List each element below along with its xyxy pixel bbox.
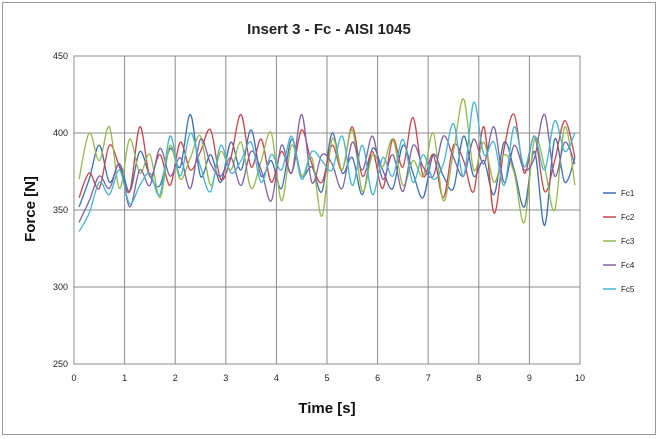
series-line-fc5 — [78, 101, 576, 232]
x-axis-ticks: 0 1 2 3 4 5 6 7 8 9 10 — [71, 373, 585, 383]
series-lines — [78, 98, 576, 232]
x-tick-label: 8 — [476, 373, 481, 383]
x-tick-label: 6 — [375, 373, 380, 383]
legend-label-fc2: Fc2 — [621, 213, 635, 222]
plot-area — [73, 55, 581, 365]
y-tick-label: 350 — [53, 205, 68, 215]
x-tick-label: 10 — [575, 373, 585, 383]
y-axis-title: Force [N] — [22, 176, 39, 242]
x-tick-label: 4 — [274, 373, 279, 383]
y-tick-label: 300 — [53, 282, 68, 292]
series-line-fc1 — [78, 113, 576, 227]
x-tick-label: 1 — [122, 373, 127, 383]
series-line-fc4 — [78, 113, 576, 223]
legend-label-fc5: Fc5 — [621, 285, 635, 294]
x-tick-label: 9 — [527, 373, 532, 383]
chart-grid — [73, 55, 581, 365]
x-tick-label: 5 — [324, 373, 329, 383]
legend-label-fc4: Fc4 — [621, 261, 635, 270]
chart-frame — [2, 2, 656, 435]
legend-label-fc1: Fc1 — [621, 189, 635, 198]
series-line-fc3 — [78, 98, 576, 223]
x-tick-label: 3 — [223, 373, 228, 383]
x-tick-label: 0 — [71, 373, 76, 383]
x-axis-title: Time [s] — [298, 400, 355, 417]
y-tick-label: 400 — [53, 128, 68, 138]
series-line-fc2 — [78, 113, 576, 214]
chart-legend: Fc1 Fc2 Fc3 Fc4 Fc5 — [603, 189, 635, 294]
y-tick-label: 250 — [53, 359, 68, 369]
x-tick-label: 2 — [173, 373, 178, 383]
y-tick-label: 450 — [53, 51, 68, 61]
x-tick-label: 7 — [426, 373, 431, 383]
chart-title: Insert 3 - Fc - AISI 1045 — [247, 21, 411, 38]
y-axis-ticks: 250 300 350 400 450 — [53, 51, 68, 369]
legend-label-fc3: Fc3 — [621, 237, 635, 246]
